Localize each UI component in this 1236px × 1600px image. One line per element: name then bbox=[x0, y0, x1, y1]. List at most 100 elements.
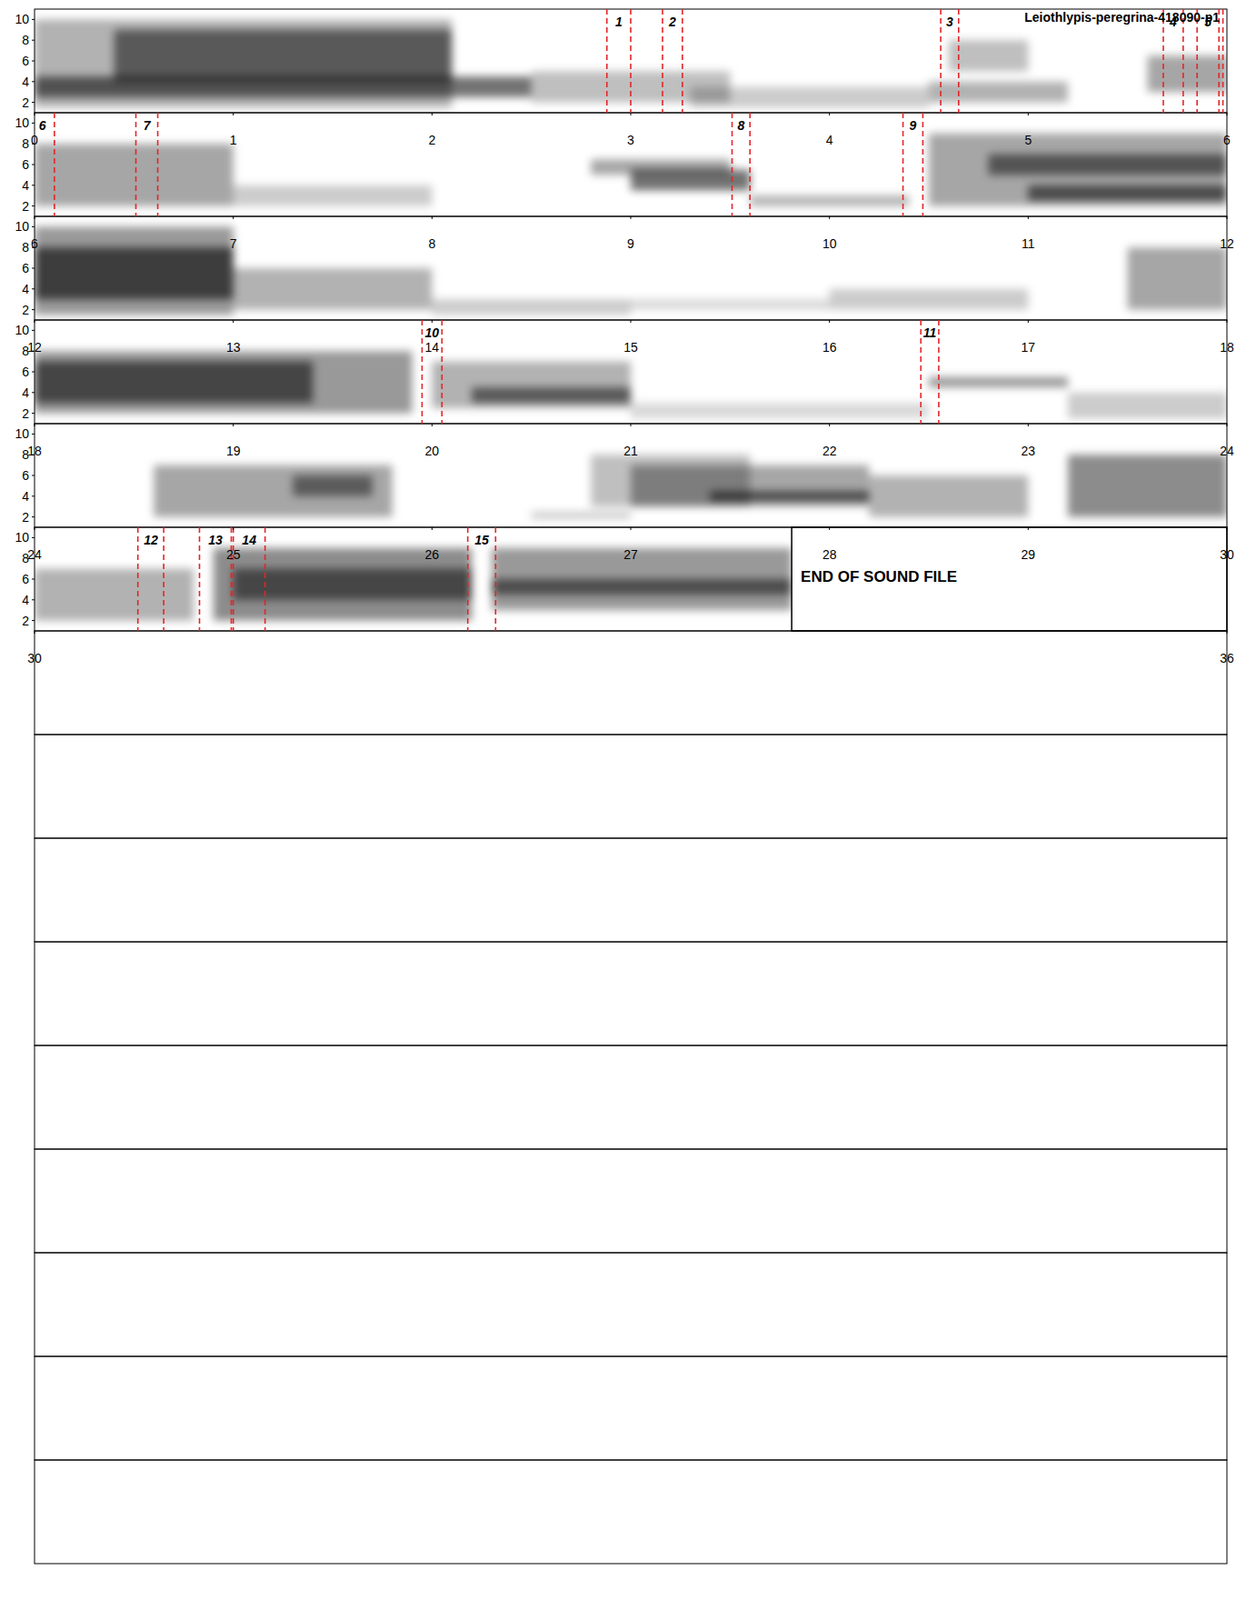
panel-frame bbox=[34, 1045, 1227, 1149]
selection-line bbox=[1196, 9, 1198, 113]
x-tick bbox=[431, 527, 433, 530]
y-tick bbox=[31, 475, 35, 477]
y-tick-label: 2 bbox=[21, 199, 30, 214]
panel-frame bbox=[34, 423, 1227, 528]
spectrogram bbox=[34, 226, 1227, 315]
energy-band bbox=[431, 361, 631, 409]
energy-band bbox=[233, 268, 433, 310]
title: Leiothlypis-peregrina-418090-p1 bbox=[1024, 9, 1220, 25]
y-tick bbox=[31, 268, 35, 270]
x-tick-label: 26 bbox=[425, 547, 440, 562]
energy-band bbox=[829, 289, 1029, 310]
y-tick-label: 4 bbox=[21, 385, 30, 400]
y-tick-label: 6 bbox=[21, 260, 30, 276]
x-tick bbox=[1027, 216, 1029, 220]
panel-frame bbox=[34, 527, 1227, 631]
energy-band bbox=[34, 247, 234, 300]
panel-frame bbox=[34, 1252, 1227, 1356]
selection-label: 15 bbox=[474, 532, 489, 548]
x-tick-label: 14 bbox=[425, 339, 440, 355]
x-tick-label: 9 bbox=[627, 236, 635, 251]
energy-band bbox=[630, 465, 869, 508]
y-tick bbox=[31, 80, 35, 82]
selection-line bbox=[157, 112, 160, 217]
y-tick-label: 6 bbox=[21, 468, 30, 483]
energy-band bbox=[34, 76, 532, 98]
x-tick-label: 13 bbox=[226, 339, 241, 355]
x-tick bbox=[34, 630, 36, 634]
x-tick-label: 6 bbox=[30, 236, 39, 251]
energy-band bbox=[34, 361, 313, 404]
y-tick bbox=[31, 247, 35, 249]
y-tick bbox=[31, 60, 35, 62]
x-tick bbox=[232, 319, 234, 323]
x-tick-label: 8 bbox=[428, 236, 436, 251]
end-label: END OF SOUND FILE bbox=[800, 568, 957, 586]
y-tick-label: 4 bbox=[21, 592, 30, 608]
y-tick bbox=[31, 558, 35, 559]
y-tick bbox=[31, 495, 35, 497]
selection-line bbox=[629, 9, 632, 113]
selection-line bbox=[1217, 9, 1220, 113]
x-tick-label: 15 bbox=[623, 339, 638, 355]
energy-band bbox=[213, 548, 472, 621]
x-tick-label: 18 bbox=[1219, 339, 1235, 355]
selection-label: 2 bbox=[667, 14, 677, 30]
energy-band bbox=[928, 133, 1227, 207]
y-tick bbox=[31, 412, 35, 414]
x-tick-label: 30 bbox=[1219, 547, 1235, 562]
y-tick-label: 10 bbox=[14, 529, 30, 545]
x-tick-label: 30 bbox=[27, 650, 42, 666]
y-tick-label: 4 bbox=[21, 74, 30, 90]
panel-frame bbox=[34, 1459, 1227, 1564]
spectrogram bbox=[34, 133, 1227, 207]
x-tick-label: 25 bbox=[226, 547, 241, 562]
x-tick-label: 2 bbox=[428, 132, 436, 148]
y-tick-label: 8 bbox=[21, 343, 30, 359]
x-tick-label: 22 bbox=[822, 443, 838, 459]
x-tick bbox=[34, 112, 36, 116]
selection-line bbox=[1162, 9, 1165, 113]
x-tick bbox=[34, 527, 36, 530]
energy-band bbox=[630, 402, 929, 419]
y-tick-label: 2 bbox=[21, 406, 30, 421]
energy-band bbox=[1027, 185, 1227, 201]
selection-line bbox=[1182, 9, 1185, 113]
panel-frame bbox=[34, 112, 1227, 217]
x-tick bbox=[1027, 319, 1029, 323]
energy-band bbox=[1067, 454, 1227, 517]
y-tick-label: 2 bbox=[21, 509, 30, 525]
selection-label: 10 bbox=[425, 325, 440, 340]
selection-line bbox=[199, 527, 201, 631]
energy-band bbox=[431, 299, 631, 315]
x-tick bbox=[1027, 423, 1029, 427]
x-tick-label: 24 bbox=[1219, 443, 1235, 459]
energy-band bbox=[491, 578, 792, 595]
x-tick bbox=[630, 319, 632, 323]
x-tick bbox=[1226, 216, 1228, 220]
x-tick-label: 10 bbox=[822, 236, 838, 251]
selection-line bbox=[230, 527, 233, 631]
x-tick-label: 27 bbox=[623, 547, 638, 562]
x-tick-label: 20 bbox=[425, 443, 440, 459]
x-tick bbox=[1226, 527, 1228, 530]
selection-label: 6 bbox=[39, 118, 47, 133]
panel-frame bbox=[34, 630, 1227, 735]
selection-line bbox=[957, 9, 960, 113]
energy-band bbox=[690, 87, 929, 109]
x-tick bbox=[630, 423, 632, 427]
chart: END OF SOUND FILE12345678910111213141524… bbox=[0, 0, 1236, 1600]
y-tick-label: 8 bbox=[21, 136, 30, 151]
x-tick bbox=[1226, 112, 1228, 116]
y-tick-label: 10 bbox=[14, 219, 30, 234]
x-tick bbox=[828, 319, 830, 323]
x-tick bbox=[431, 319, 433, 323]
y-tick bbox=[31, 433, 35, 435]
panel-frame bbox=[34, 216, 1227, 320]
y-tick-label: 8 bbox=[21, 550, 30, 566]
y-tick bbox=[31, 537, 35, 539]
energy-band bbox=[868, 475, 1028, 518]
x-tick bbox=[232, 112, 234, 116]
energy-band bbox=[531, 511, 631, 519]
energy-band bbox=[34, 350, 412, 413]
